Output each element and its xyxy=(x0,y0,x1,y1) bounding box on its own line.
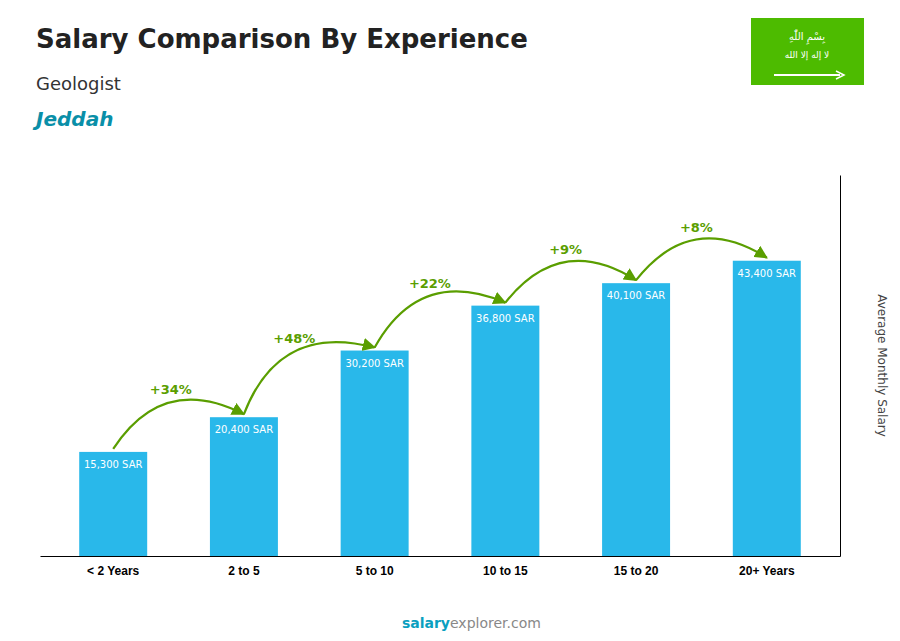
subtitle: Jeddah xyxy=(32,107,113,131)
data-label: 20,400 SAR xyxy=(215,424,274,435)
change-arrow xyxy=(505,261,636,303)
flag-sword-tip xyxy=(836,71,844,79)
footer: salary xyxy=(402,615,450,631)
bar xyxy=(210,417,278,556)
footer: explorer.com xyxy=(450,615,541,631)
x-tick: 20+ Years xyxy=(739,556,795,578)
flag-sword xyxy=(774,74,840,76)
data-label: 30,200 SAR xyxy=(345,358,404,369)
change-label: +48% xyxy=(273,331,315,346)
x-tick: 2 to 5 xyxy=(228,556,260,578)
y-axis-label: Average Monthly Salary xyxy=(875,294,889,437)
change-annotations: +34% +48% +22% +9% +8% xyxy=(113,220,767,449)
bar xyxy=(471,306,539,556)
x-tick: 10 to 15 xyxy=(483,556,528,578)
change-arrow xyxy=(375,291,506,347)
y-axis xyxy=(840,176,841,557)
bar xyxy=(733,261,801,556)
chart-svg: Salary Comparison By Experience Geologist… xyxy=(0,0,900,641)
x-tick-label: 20+ Years xyxy=(739,564,795,578)
change-arrow xyxy=(636,238,767,280)
change-arrow xyxy=(113,400,244,449)
data-labels: 15,300 SAR 20,400 SAR 30,200 SAR 36,800 SAR… xyxy=(84,268,796,470)
x-tick-label: 5 to 10 xyxy=(356,564,394,578)
flag: بِسْمِ اللّٰهِ لا إله إلا الله xyxy=(751,18,864,85)
data-label: 40,100 SAR xyxy=(607,290,666,301)
bar xyxy=(341,351,409,556)
x-tick-label: 10 to 15 xyxy=(483,564,528,578)
change-label: +8% xyxy=(680,220,713,235)
flag-text: بِسْمِ اللّٰهِ xyxy=(789,29,825,45)
data-label: 36,800 SAR xyxy=(476,313,535,324)
x-tick-label: < 2 Years xyxy=(87,564,139,578)
flag-background xyxy=(751,18,864,85)
x-axis-line xyxy=(41,556,841,557)
x-tick: 15 to 20 xyxy=(614,556,659,578)
flag-text: لا إله إلا الله xyxy=(785,50,829,61)
x-tick: 5 to 10 xyxy=(356,556,394,578)
data-label: 43,400 SAR xyxy=(738,268,797,279)
plot-area xyxy=(79,261,801,556)
title: Salary Comparison By Experience xyxy=(36,24,528,54)
x-tick: < 2 Years xyxy=(87,556,139,578)
bar xyxy=(79,452,147,556)
y-axis-line xyxy=(840,176,841,557)
x-tick-label: 15 to 20 xyxy=(614,564,659,578)
subtitle: Geologist xyxy=(36,73,121,94)
bar xyxy=(602,283,670,556)
x-tick-label: 2 to 5 xyxy=(228,564,260,578)
data-label: 15,300 SAR xyxy=(84,459,143,470)
change-label: +34% xyxy=(150,382,192,397)
change-label: +9% xyxy=(549,242,582,257)
change-arrow xyxy=(244,342,375,414)
x-axis: < 2 Years 2 to 5 5 to 10 10 to 15 15 to 20 20… xyxy=(41,556,841,578)
change-label: +22% xyxy=(409,276,451,291)
